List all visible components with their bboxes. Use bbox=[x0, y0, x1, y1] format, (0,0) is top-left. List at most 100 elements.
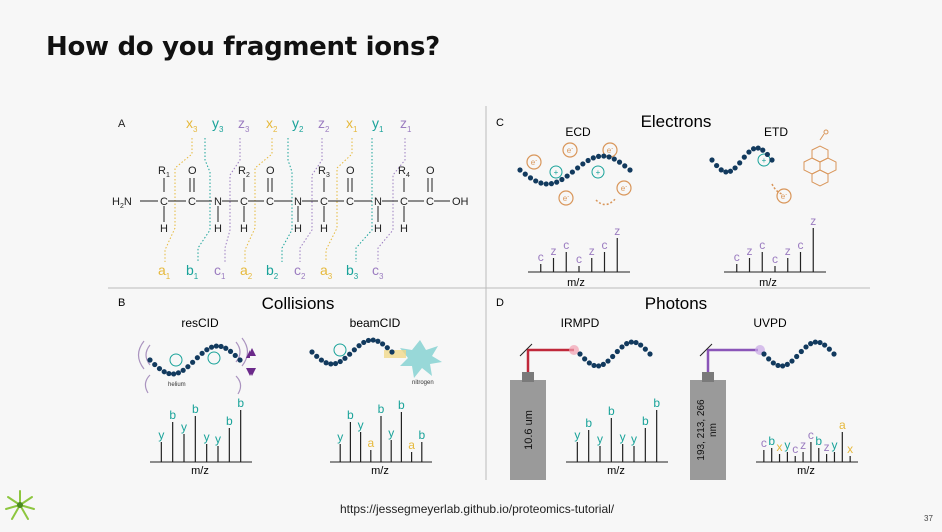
b-left-xlabel: m/z bbox=[191, 465, 209, 477]
c-carbonyl-4: C bbox=[426, 196, 434, 208]
ion-x3: x3 bbox=[186, 115, 198, 134]
peptide-bead bbox=[591, 362, 597, 369]
peptide-bead bbox=[746, 149, 752, 155]
peptide-bead bbox=[361, 339, 367, 346]
c-right-peak-label: c bbox=[772, 252, 778, 266]
c-right-xlabel: m/z bbox=[759, 277, 777, 289]
c-carbonyl-3: C bbox=[346, 196, 354, 208]
r4: R4 bbox=[398, 165, 410, 179]
peptide-bead bbox=[323, 360, 329, 366]
d-right-peak-label: x bbox=[777, 440, 783, 454]
b-left-peak-label: b bbox=[192, 402, 199, 416]
d-left-peak-label: b bbox=[653, 396, 660, 410]
d-left-peak-label: y bbox=[574, 428, 580, 442]
peptide-bead bbox=[812, 339, 818, 345]
etd-illustration: + e- bbox=[757, 129, 837, 204]
peptide-bead bbox=[595, 153, 602, 159]
peptide-bead bbox=[628, 339, 634, 345]
cleavage-lines bbox=[164, 138, 406, 262]
peptide-bead bbox=[218, 343, 224, 350]
peptide-bead bbox=[389, 349, 395, 355]
peptide-bead bbox=[582, 356, 588, 362]
svg-text:e-: e- bbox=[781, 192, 787, 201]
ir-laser-box bbox=[510, 380, 546, 480]
peptide-bead bbox=[370, 337, 376, 343]
ion-z2: z2 bbox=[318, 115, 330, 134]
peptide-bead bbox=[831, 351, 837, 357]
o-2: O bbox=[266, 165, 275, 177]
peptide-bead bbox=[577, 351, 583, 357]
c-right-peak-label: c bbox=[798, 238, 804, 252]
d-right-peak-label: y bbox=[784, 438, 790, 452]
svg-text:e-: e- bbox=[563, 194, 569, 203]
collision-burst bbox=[400, 340, 442, 378]
ion-z3: z3 bbox=[238, 115, 250, 134]
peptide-bead bbox=[600, 361, 606, 367]
uvpd-laser: 193, 213, 266 nm bbox=[690, 343, 765, 480]
panel-b-label: B bbox=[118, 297, 125, 309]
panel-a-label: A bbox=[118, 118, 126, 130]
peptide-bead bbox=[185, 364, 191, 370]
d-right-peak-label: x bbox=[847, 442, 853, 456]
b-left-peak-label: b bbox=[226, 414, 233, 428]
svg-text:+: + bbox=[596, 168, 601, 177]
peptide-bead bbox=[755, 145, 761, 151]
peptide-bead bbox=[365, 337, 372, 344]
d-right-peak-label: a bbox=[839, 418, 846, 432]
peptide-bead bbox=[356, 343, 362, 349]
c-left-peak-label: c bbox=[602, 238, 608, 252]
svg-text:e-: e- bbox=[531, 158, 537, 167]
peptide-bead bbox=[769, 157, 775, 163]
peptide-bead bbox=[147, 357, 153, 363]
svg-text:+: + bbox=[762, 156, 767, 165]
h-3: H bbox=[240, 223, 248, 235]
electron-2 bbox=[562, 142, 578, 158]
ion-b1: b1 bbox=[186, 262, 199, 281]
c-left-peak-label: z bbox=[614, 224, 620, 238]
peptide-bead bbox=[585, 157, 591, 164]
peptide-bead bbox=[204, 347, 210, 353]
peptide-bead bbox=[347, 351, 353, 357]
o-4: O bbox=[426, 165, 435, 177]
peptide-bead bbox=[741, 154, 747, 160]
peptide-bead bbox=[619, 344, 625, 350]
peptide-bead bbox=[548, 181, 555, 187]
peptide-bead bbox=[575, 165, 581, 171]
peptide-bead bbox=[794, 353, 800, 360]
c-carbonyl-2: C bbox=[266, 196, 274, 208]
peptide-bead bbox=[190, 359, 196, 365]
b-right-xlabel: m/z bbox=[371, 465, 389, 477]
peptide-bead bbox=[822, 342, 828, 348]
peptide-bead bbox=[614, 348, 620, 355]
tutorial-url-link[interactable]: https://jessegmeyerlab.github.io/proteom… bbox=[340, 502, 615, 516]
nitrogen-label: nitrogen bbox=[412, 380, 434, 386]
peptide-bead bbox=[817, 339, 823, 346]
peptide-bead bbox=[237, 357, 243, 363]
ion-plus-3 bbox=[333, 343, 347, 357]
peptide-bead bbox=[564, 173, 570, 179]
electron-6 bbox=[776, 188, 792, 204]
b-left-peak-label: b bbox=[237, 396, 244, 410]
d-left-peak-label: b bbox=[585, 416, 592, 430]
peptide-bead bbox=[732, 165, 738, 171]
peptide-bead bbox=[590, 155, 596, 161]
ecd-illustration: e- e- e- e- e- + + bbox=[526, 142, 632, 206]
peptide-bead bbox=[633, 339, 639, 346]
peptide-bead bbox=[605, 358, 611, 364]
peptide-bead bbox=[223, 345, 229, 351]
h-7: H bbox=[400, 223, 408, 235]
etd-title: ETD bbox=[764, 125, 788, 139]
h-6: H bbox=[374, 223, 382, 235]
c-left-peak-label: c bbox=[563, 238, 569, 252]
svg-text:e-: e- bbox=[607, 146, 613, 155]
peptide-bead bbox=[543, 181, 549, 187]
peptide-bead bbox=[586, 360, 592, 366]
beamcid-illustration: nitrogen bbox=[333, 340, 442, 386]
bonds bbox=[140, 178, 450, 222]
panel-d: D Photons IRMPD UVPD 10.6 um 193, 213, 2… bbox=[496, 294, 858, 480]
ion-plus-5 bbox=[591, 165, 605, 179]
peptide-bead bbox=[232, 352, 238, 359]
peptide-bead bbox=[714, 162, 720, 169]
